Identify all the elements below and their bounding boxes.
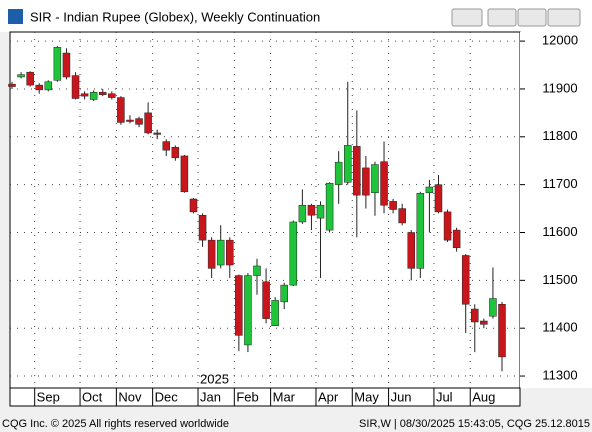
- candle-body: [162, 141, 171, 151]
- candle-body: [153, 132, 161, 135]
- candle-body: [307, 204, 316, 216]
- candle-body: [471, 308, 479, 323]
- x-tick-label: Feb: [236, 389, 258, 404]
- candle-body: [216, 239, 225, 266]
- candle-body: [289, 221, 298, 286]
- candle-body: [117, 97, 125, 123]
- candle-body: [207, 239, 216, 269]
- candle-body: [26, 71, 34, 86]
- candle-body: [343, 145, 352, 183]
- candle-body: [44, 81, 53, 91]
- candle-body: [398, 208, 406, 224]
- candle-body: [108, 93, 116, 98]
- y-tick-label: 11400: [542, 320, 577, 335]
- link-button[interactable]: [451, 8, 483, 27]
- y-tick-label: 12000: [542, 33, 578, 48]
- candle-body: [416, 193, 425, 269]
- candle-body: [380, 161, 388, 206]
- y-tick-label: 11900: [542, 80, 577, 95]
- x-tick-label: Jun: [391, 389, 412, 404]
- y-tick-label: 11300: [542, 367, 577, 382]
- candle-body: [389, 201, 397, 210]
- y-tick-label: 11700: [542, 176, 577, 191]
- candle-body: [180, 155, 189, 193]
- footer-right: SIR,W | 08/30/2025 15:43:05, CQG 25.12.8…: [359, 418, 590, 430]
- candle-body: [434, 184, 443, 213]
- candle-body: [35, 84, 43, 91]
- candle-body: [71, 75, 80, 99]
- candle-body: [362, 167, 370, 196]
- candle-body: [489, 298, 497, 317]
- candle-body: [298, 204, 307, 223]
- candle-body: [198, 215, 207, 241]
- candle-body: [171, 147, 180, 159]
- candle-body: [271, 300, 279, 327]
- maximize-button[interactable]: [517, 8, 547, 27]
- candle-body: [253, 265, 261, 276]
- candle-body: [280, 284, 288, 303]
- candle-body: [235, 275, 243, 336]
- x-tick-label: Nov: [118, 389, 142, 404]
- x-tick-label: Sep: [37, 389, 60, 404]
- candle-body: [17, 74, 25, 78]
- footer-left: CQG Inc. © 2025 All rights reserved worl…: [2, 418, 229, 430]
- x-tick-label: Oct: [82, 389, 103, 404]
- candle-body: [62, 52, 71, 78]
- candle-body: [226, 239, 234, 266]
- window-title: SIR - Indian Rupee (Globex), Weekly Cont…: [30, 9, 320, 24]
- x-tick-label: Mar: [273, 389, 296, 404]
- x-tick-label: Jan: [200, 389, 221, 404]
- candle-body: [144, 112, 152, 134]
- plot-area: [9, 31, 521, 389]
- candle-body: [353, 146, 361, 196]
- candle-body: [262, 281, 270, 319]
- x-tick-label: Apr: [318, 389, 339, 404]
- app-icon: [8, 9, 23, 24]
- candle-body: [498, 304, 506, 358]
- year-label: 2025: [200, 371, 229, 386]
- candle-body: [334, 161, 343, 185]
- candle-body: [316, 204, 325, 219]
- candle-body: [8, 83, 16, 87]
- candle-body: [89, 92, 98, 100]
- candle-body: [80, 93, 89, 97]
- y-tick-label: 11800: [542, 128, 577, 143]
- x-tick-label: May: [354, 389, 379, 404]
- candle-body: [325, 182, 334, 231]
- candle-body: [461, 255, 470, 305]
- candle-body: [98, 92, 107, 95]
- candle-body: [407, 232, 416, 269]
- x-tick-label: Dec: [155, 389, 179, 404]
- y-tick-label: 11600: [542, 224, 577, 239]
- candle-body: [371, 164, 379, 194]
- status-bar: [0, 414, 592, 432]
- x-tick-label: Aug: [472, 389, 495, 404]
- x-axis-area: [9, 387, 521, 407]
- candle-body: [480, 320, 488, 325]
- y-tick-label: 11500: [542, 272, 577, 287]
- candle-body: [452, 229, 461, 249]
- candle-body: [189, 198, 198, 213]
- y-axis-area: [520, 32, 592, 388]
- candle-body: [135, 118, 143, 125]
- candle-body: [244, 275, 252, 346]
- x-tick-label: Jul: [436, 389, 453, 404]
- candle-body: [443, 211, 452, 241]
- close-button[interactable]: [547, 8, 581, 27]
- candle-body: [53, 47, 62, 81]
- minimize-button[interactable]: [487, 8, 517, 27]
- candle-body: [126, 119, 134, 122]
- candle-body: [425, 186, 434, 194]
